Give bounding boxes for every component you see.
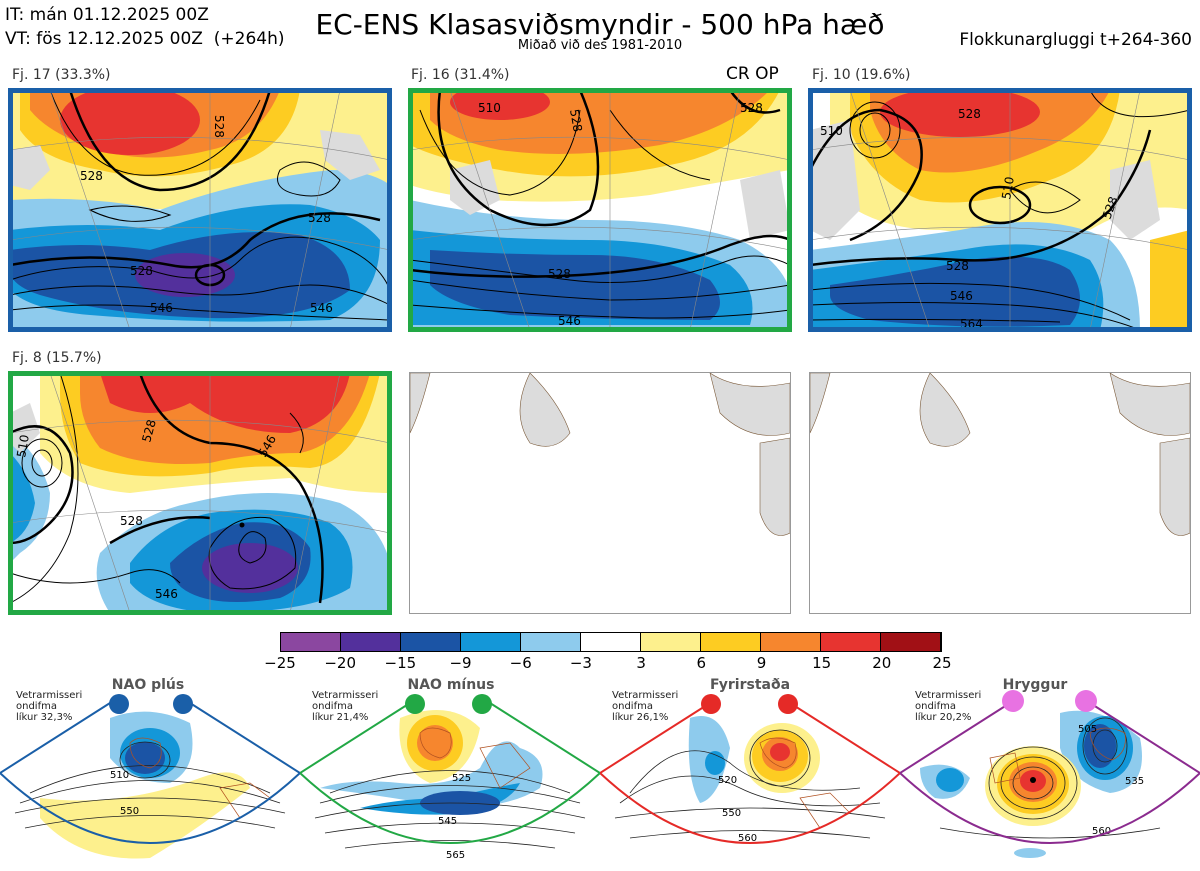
colorbar-tick: 3 xyxy=(636,654,646,672)
cr-op-badge: CR OP xyxy=(726,64,779,84)
empty-map-5 xyxy=(409,372,791,614)
contour-label: 528 xyxy=(212,115,226,138)
page-title: EC-ENS Klasasviðsmyndir - 500 hPa hæð xyxy=(315,8,885,41)
contour-label: 528 xyxy=(139,418,158,444)
colorbar-tick: −9 xyxy=(449,654,472,672)
contour-label: 546 xyxy=(558,314,581,328)
regime-dot xyxy=(1002,690,1024,712)
regime-dot xyxy=(173,694,193,714)
cluster-map-10: 510 528 528 546 564 510 528 xyxy=(810,90,1190,330)
regime-map-nao-minus: 525 545 565 xyxy=(300,702,600,861)
contour-label: 525 xyxy=(452,773,471,784)
colorbar-swatch xyxy=(461,633,521,651)
regime-note-nao-plus: Vetrarmisseri ondifma líkur 32,3% xyxy=(16,690,83,723)
regime-note-blocking: Vetrarmisseri ondifma líkur 26,1% xyxy=(612,690,679,723)
contour-label: 546 xyxy=(310,301,333,315)
contour-label: 528 xyxy=(958,107,981,121)
colorbar-swatch xyxy=(521,633,581,651)
contour-label: 510 xyxy=(478,101,501,115)
contour-label: 528 xyxy=(308,211,331,225)
valid-time: VT: fös 12.12.2025 00Z (+264h) xyxy=(5,29,285,49)
classification-window: Flokkunargluggi t+264-360 xyxy=(959,30,1192,50)
colorbar-tick: −3 xyxy=(569,654,592,672)
colorbar-tick: −6 xyxy=(509,654,532,672)
contour-label: 564 xyxy=(960,317,983,330)
contour-label: 528 xyxy=(80,169,103,183)
contour-label: 550 xyxy=(120,806,139,817)
contour-label: 528 xyxy=(130,264,153,278)
panel-1-label: Fj. 17 (33.3%) xyxy=(12,67,111,83)
colorbar-swatch xyxy=(641,633,701,651)
colorbar-swatch xyxy=(881,633,941,651)
empty-map-6 xyxy=(809,372,1191,614)
colorbar-swatch xyxy=(281,633,341,651)
colorbar-tick: 6 xyxy=(696,654,707,672)
contour-label: 505 xyxy=(1078,724,1097,735)
regime-map-blocking: 520 550 560 xyxy=(600,702,900,844)
contour-label: 528 xyxy=(548,267,571,281)
colorbar-swatch xyxy=(341,633,401,651)
regime-note-ridge: Vetrarmisseri ondifma líkur 20,2% xyxy=(915,690,982,723)
regime-dot xyxy=(778,694,798,714)
regime-map-ridge: 505 535 560 xyxy=(900,702,1200,858)
contour-label: 528 xyxy=(567,108,585,133)
contour-label: 550 xyxy=(722,808,741,819)
contour-label: 528 xyxy=(120,514,143,528)
contour-label: 520 xyxy=(718,775,737,786)
regime-title-blocking: Fyrirstaða xyxy=(709,677,791,693)
contour-label: 528 xyxy=(946,259,969,273)
regime-dot xyxy=(405,694,425,714)
contour-label: 510 xyxy=(110,770,129,781)
contour-label: 510 xyxy=(999,176,1017,201)
contour-label: 510 xyxy=(14,434,32,459)
contour-label: 545 xyxy=(438,816,457,827)
contour-label: 535 xyxy=(1125,776,1144,787)
panel-3-label: Fj. 10 (19.6%) xyxy=(812,67,911,83)
colorbar-swatch xyxy=(761,633,821,651)
contour-label: 510 xyxy=(820,124,843,138)
colorbar-tick: 9 xyxy=(756,654,767,672)
colorbar-tick: −15 xyxy=(384,654,417,672)
cluster-map-8: 528 528 546 510 546 xyxy=(10,373,390,613)
regime-dot xyxy=(472,694,492,714)
contour-label: 546 xyxy=(950,289,973,303)
regime-dot xyxy=(1075,690,1097,712)
regime-title-nao-plus: NAO plús xyxy=(111,677,185,693)
regime-dot xyxy=(109,694,129,714)
contour-label: 528 xyxy=(740,101,763,115)
contour-label: 560 xyxy=(738,833,757,844)
regime-dot xyxy=(701,694,721,714)
colorbar-tick: 15 xyxy=(812,654,832,672)
panel-4-label: Fj. 8 (15.7%) xyxy=(12,350,102,366)
regime-title-nao-minus: NAO mínus xyxy=(407,677,495,693)
contour-label: 546 xyxy=(150,301,173,315)
page-subtitle: Miðað við des 1981-2010 xyxy=(517,38,683,53)
colorbar-tick: −25 xyxy=(264,654,296,672)
panel-2-label: Fj. 16 (31.4%) xyxy=(411,67,510,83)
regime-map-nao-plus: 510 550 xyxy=(0,702,300,859)
cluster-map-16: 510 528 528 546 528 xyxy=(410,90,790,330)
contour-label: 560 xyxy=(1092,826,1111,837)
colorbar-swatch xyxy=(821,633,881,651)
colorbar xyxy=(280,632,942,652)
colorbar-tick: 20 xyxy=(872,654,892,672)
colorbar-ticks: −25 −20 −15 −9 −6 −3 3 6 9 15 20 25 xyxy=(264,654,951,674)
colorbar-tick: 25 xyxy=(932,654,952,672)
colorbar-swatch xyxy=(401,633,461,651)
contour-label: 565 xyxy=(446,850,465,861)
colorbar-tick: −20 xyxy=(324,654,356,672)
initial-time: IT: mán 01.12.2025 00Z xyxy=(5,5,209,25)
cluster-map-17: 528 528 528 546 546 528 xyxy=(10,90,390,330)
contour-label: 546 xyxy=(155,587,178,601)
colorbar-swatch xyxy=(581,633,641,651)
colorbar-swatch xyxy=(701,633,761,651)
regime-title-ridge: Hryggur xyxy=(1002,677,1068,693)
regime-note-nao-minus: Vetrarmisseri ondifma líkur 21,4% xyxy=(312,690,379,723)
